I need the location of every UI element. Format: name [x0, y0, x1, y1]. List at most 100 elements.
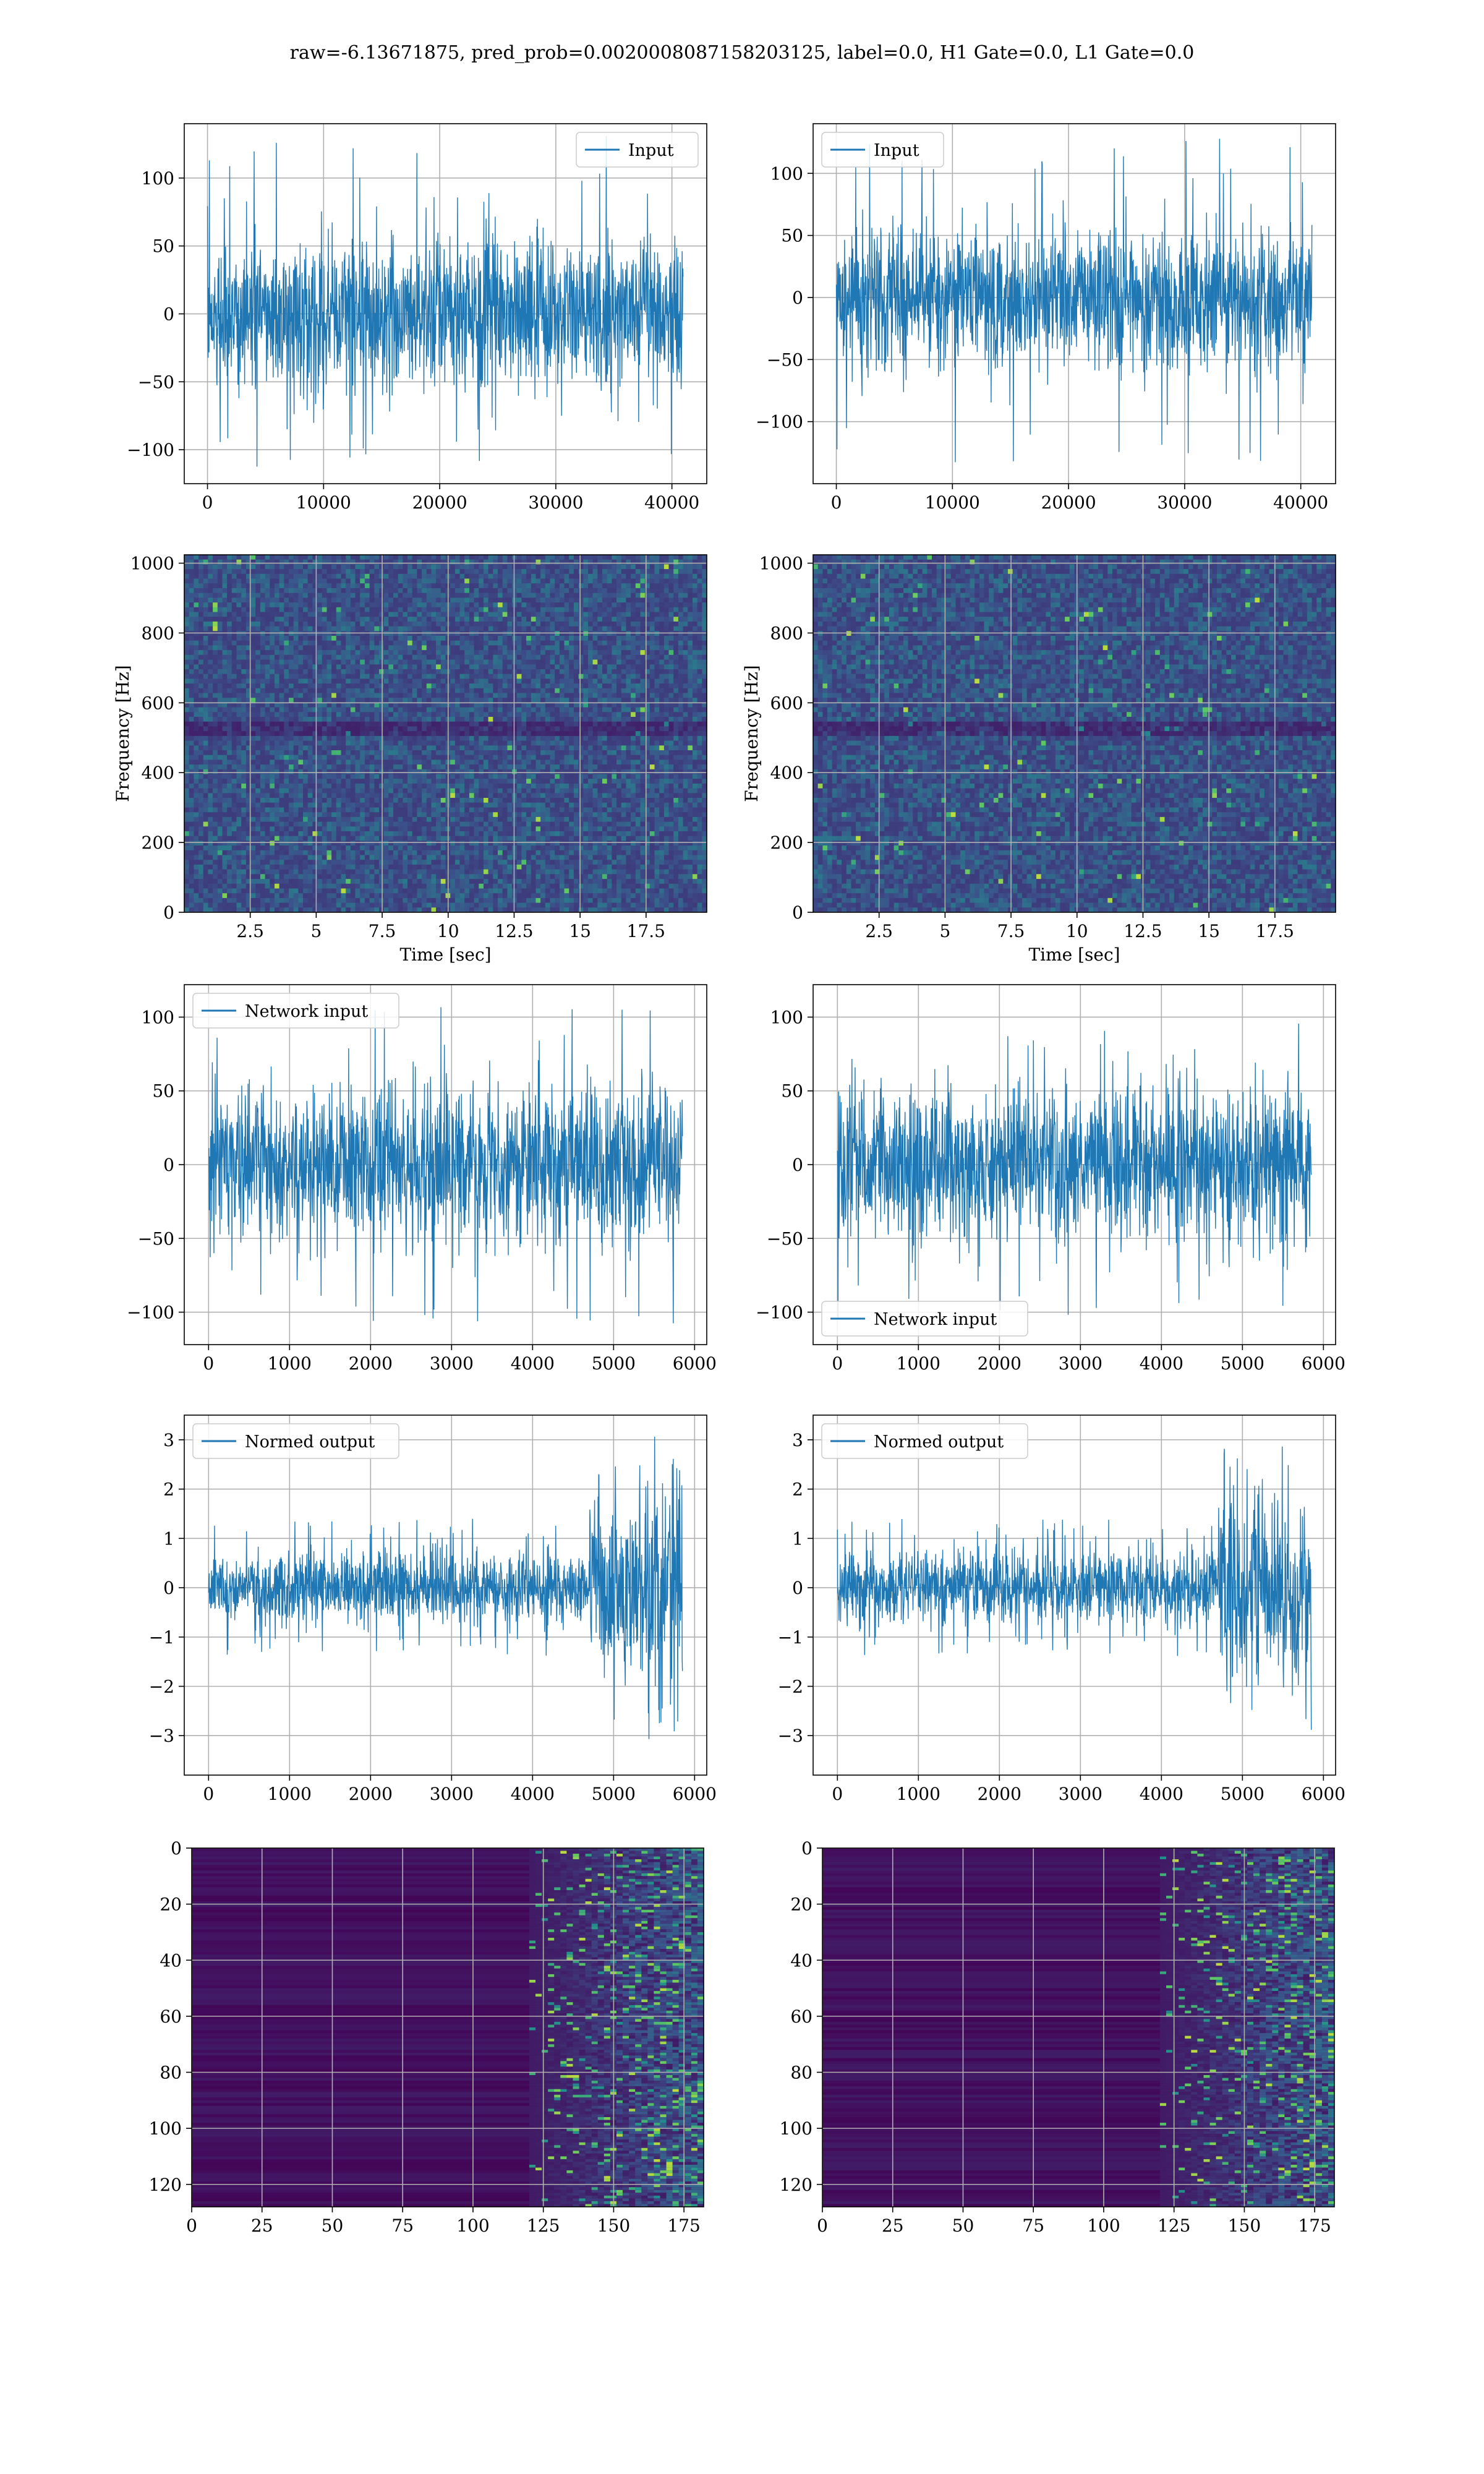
- heatmap-cell: [516, 617, 522, 622]
- heatmap-cell: [222, 569, 228, 575]
- heatmap-cell: [374, 717, 380, 722]
- heatmap-cell: [289, 717, 294, 722]
- heatmap-cell: [307, 621, 313, 627]
- heatmap-cell: [702, 693, 707, 698]
- heatmap-cell: [231, 764, 237, 770]
- heatmap-cell: [635, 654, 641, 661]
- heatmap-cell: [217, 717, 223, 722]
- heatmap-cell: [213, 745, 218, 751]
- heatmap-cell: [626, 597, 631, 603]
- heatmap-cell: [422, 693, 427, 698]
- heatmap-cell: [479, 755, 484, 760]
- heatmap-cell: [350, 564, 356, 570]
- heatmap-cell: [578, 569, 584, 575]
- heatmap-cell: [208, 745, 213, 751]
- heatmap-cell: [198, 760, 204, 765]
- heatmap-cell: [198, 750, 204, 756]
- heatmap-cell: [673, 636, 679, 641]
- heatmap-cell: [184, 726, 190, 732]
- heatmap-cell: [317, 735, 323, 742]
- heatmap-cell: [398, 669, 403, 675]
- heatmap-cell: [479, 650, 484, 656]
- heatmap-cell: [607, 640, 612, 646]
- heatmap-cell: [673, 654, 679, 661]
- heatmap-cell: [227, 588, 232, 594]
- heatmap-cell: [417, 650, 422, 656]
- heatmap-cell: [284, 669, 289, 675]
- heatmap-cell: [702, 664, 707, 670]
- heatmap-cell: [683, 745, 688, 751]
- heatmap-cell: [631, 636, 636, 641]
- heatmap-cell: [526, 612, 532, 617]
- heatmap-cell: [255, 573, 261, 580]
- heatmap-cell: [260, 740, 266, 746]
- heatmap-cell: [255, 755, 261, 760]
- heatmap-cell: [488, 702, 493, 708]
- heatmap-cell: [326, 731, 332, 737]
- heatmap-cell: [678, 631, 684, 636]
- heatmap-cell: [326, 640, 332, 646]
- heatmap-cell: [293, 555, 299, 560]
- figure-title: raw=-6.13671875, pred_prob=0.00200080871…: [0, 42, 1484, 64]
- heatmap-cell: [702, 750, 707, 756]
- heatmap-cell: [374, 555, 380, 560]
- heatmap-cell: [303, 664, 309, 670]
- heatmap-cell: [255, 626, 261, 631]
- heatmap-cell: [289, 578, 294, 584]
- heatmap-cell: [393, 717, 399, 722]
- heatmap-cell: [621, 617, 626, 622]
- heatmap-cell: [298, 712, 304, 717]
- heatmap-cell: [198, 735, 204, 742]
- heatmap-cell: [270, 731, 275, 737]
- heatmap-cell: [346, 755, 351, 760]
- heatmap-cell: [531, 617, 537, 622]
- heatmap-cell: [203, 698, 208, 703]
- heatmap-cell: [403, 626, 408, 631]
- heatmap-cell: [217, 645, 223, 651]
- heatmap-cell: [184, 602, 190, 608]
- heatmap-cell: [260, 564, 266, 570]
- heatmap-cell: [184, 654, 190, 661]
- heatmap-cell: [564, 555, 569, 560]
- heatmap-cell: [498, 735, 503, 742]
- heatmap-cell: [265, 659, 270, 665]
- heatmap-cell: [683, 645, 688, 651]
- heatmap-cell: [693, 583, 698, 589]
- heatmap-cell: [231, 559, 237, 565]
- heatmap-cell: [260, 683, 266, 689]
- heatmap-cell: [668, 645, 674, 651]
- heatmap-cell: [479, 745, 484, 751]
- heatmap-cell: [417, 588, 422, 594]
- heatmap-cell: [640, 669, 646, 675]
- heatmap-cell: [673, 717, 679, 722]
- heatmap-cell: [569, 654, 574, 661]
- heatmap-cell: [550, 755, 555, 760]
- heatmap-cell: [336, 755, 342, 760]
- heatmap-cell: [213, 712, 218, 717]
- heatmap-cell: [431, 717, 437, 722]
- heatmap-cell: [588, 726, 594, 732]
- heatmap-cell: [265, 654, 270, 661]
- heatmap-cell: [668, 717, 674, 722]
- heatmap-cell: [459, 731, 465, 737]
- heatmap-cell: [255, 607, 261, 613]
- heatmap-cell: [217, 583, 223, 589]
- heatmap-cell: [654, 645, 660, 651]
- heatmap-cell: [502, 593, 508, 598]
- heatmap-cell: [697, 569, 702, 575]
- heatmap-cell: [668, 564, 674, 570]
- heatmap-cell: [507, 650, 513, 656]
- heatmap-cell: [659, 731, 665, 737]
- heatmap-cell: [412, 588, 417, 594]
- heatmap-cell: [208, 740, 213, 746]
- heatmap-cell: [436, 731, 441, 737]
- heatmap-cell: [350, 559, 356, 565]
- heatmap-cell: [702, 607, 707, 613]
- heatmap-cell: [393, 612, 399, 617]
- heatmap-cell: [208, 612, 213, 617]
- heatmap-cell: [322, 731, 328, 737]
- heatmap-cell: [516, 645, 522, 651]
- heatmap-cell: [493, 640, 498, 646]
- heatmap-cell: [426, 755, 432, 760]
- heatmap-cell: [203, 583, 208, 589]
